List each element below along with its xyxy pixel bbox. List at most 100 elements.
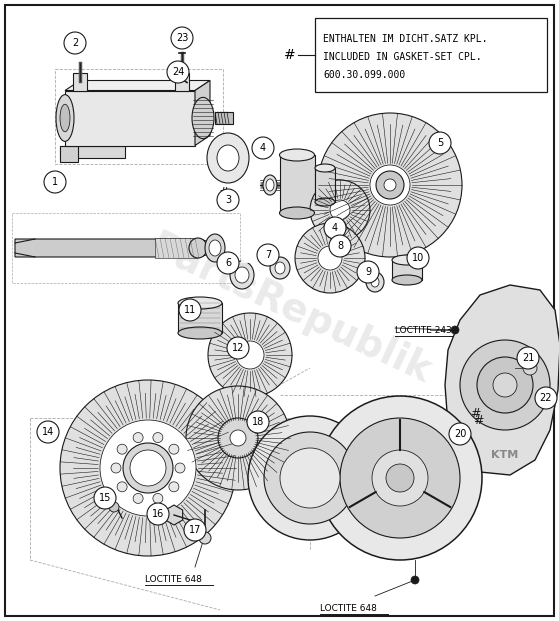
Ellipse shape	[178, 327, 222, 339]
Ellipse shape	[384, 179, 396, 191]
Circle shape	[133, 494, 143, 504]
Circle shape	[517, 347, 539, 369]
Text: 2: 2	[72, 38, 78, 48]
Circle shape	[523, 361, 537, 375]
Circle shape	[236, 341, 264, 369]
Ellipse shape	[315, 198, 335, 206]
Bar	[178, 303, 222, 333]
Circle shape	[372, 450, 428, 506]
Text: 20: 20	[454, 429, 466, 439]
Ellipse shape	[230, 261, 254, 289]
Text: 8: 8	[337, 241, 343, 251]
Circle shape	[247, 411, 269, 433]
Text: #: #	[470, 407, 480, 420]
Circle shape	[175, 463, 185, 473]
Text: 24: 24	[172, 67, 184, 77]
Circle shape	[100, 420, 196, 516]
Circle shape	[179, 299, 201, 321]
Circle shape	[318, 113, 462, 257]
Circle shape	[535, 387, 557, 409]
Ellipse shape	[235, 267, 249, 283]
Circle shape	[230, 430, 246, 446]
Circle shape	[111, 463, 121, 473]
Polygon shape	[195, 81, 210, 145]
Bar	[392, 260, 422, 280]
Circle shape	[310, 180, 370, 240]
Text: 4: 4	[332, 223, 338, 233]
Circle shape	[208, 313, 292, 397]
Circle shape	[60, 380, 236, 556]
Polygon shape	[445, 285, 559, 475]
Circle shape	[340, 418, 460, 538]
Circle shape	[44, 171, 66, 193]
Bar	[315, 18, 547, 92]
Ellipse shape	[392, 255, 422, 265]
Text: 23: 23	[176, 33, 188, 43]
Bar	[315, 168, 335, 202]
Text: 18: 18	[252, 417, 264, 427]
Text: 15: 15	[99, 493, 111, 503]
Ellipse shape	[392, 275, 422, 285]
Circle shape	[429, 132, 451, 154]
Circle shape	[171, 27, 193, 49]
Circle shape	[324, 217, 346, 239]
Text: #: #	[218, 186, 228, 199]
Circle shape	[543, 393, 553, 403]
Polygon shape	[65, 81, 210, 91]
Circle shape	[411, 576, 419, 584]
Text: LOCTITE 243: LOCTITE 243	[395, 326, 452, 335]
Ellipse shape	[263, 175, 277, 195]
Bar	[60, 145, 78, 161]
Text: 17: 17	[189, 525, 201, 535]
Text: 21: 21	[522, 353, 534, 363]
Ellipse shape	[207, 133, 249, 183]
Ellipse shape	[217, 145, 239, 171]
Circle shape	[357, 261, 379, 283]
Ellipse shape	[280, 149, 315, 161]
Text: #: #	[284, 48, 296, 62]
Text: 3: 3	[225, 195, 231, 205]
Text: 1: 1	[52, 177, 58, 187]
Text: 16: 16	[152, 509, 164, 519]
Circle shape	[318, 246, 342, 270]
Text: 5: 5	[437, 138, 443, 148]
Text: 10: 10	[412, 253, 424, 263]
Text: #: #	[473, 414, 483, 427]
Circle shape	[186, 386, 290, 490]
Circle shape	[257, 244, 279, 266]
Circle shape	[295, 223, 365, 293]
Circle shape	[330, 200, 350, 220]
Text: 6: 6	[225, 258, 231, 268]
Bar	[215, 112, 233, 124]
Ellipse shape	[376, 171, 404, 199]
Text: 4: 4	[260, 143, 266, 153]
Circle shape	[460, 340, 550, 430]
Ellipse shape	[275, 262, 285, 274]
Bar	[60, 145, 125, 158]
Circle shape	[184, 519, 206, 541]
Circle shape	[167, 61, 189, 83]
Circle shape	[117, 444, 127, 454]
Ellipse shape	[366, 272, 384, 292]
Circle shape	[318, 396, 482, 560]
Ellipse shape	[205, 234, 225, 262]
Text: ENTHALTEN IM DICHT.SATZ KPL.: ENTHALTEN IM DICHT.SATZ KPL.	[323, 34, 487, 44]
Circle shape	[280, 448, 340, 508]
Text: 22: 22	[540, 393, 552, 403]
Circle shape	[252, 137, 274, 159]
Circle shape	[37, 421, 59, 443]
Text: 14: 14	[42, 427, 54, 437]
Ellipse shape	[56, 94, 74, 142]
Ellipse shape	[189, 238, 207, 258]
Circle shape	[169, 482, 179, 492]
Bar	[65, 91, 195, 145]
Ellipse shape	[280, 207, 315, 219]
Circle shape	[130, 450, 166, 486]
Circle shape	[109, 502, 119, 512]
Circle shape	[227, 337, 249, 359]
Ellipse shape	[266, 179, 274, 191]
Bar	[280, 155, 315, 213]
Circle shape	[147, 503, 169, 525]
Circle shape	[449, 423, 471, 445]
Ellipse shape	[371, 277, 379, 287]
